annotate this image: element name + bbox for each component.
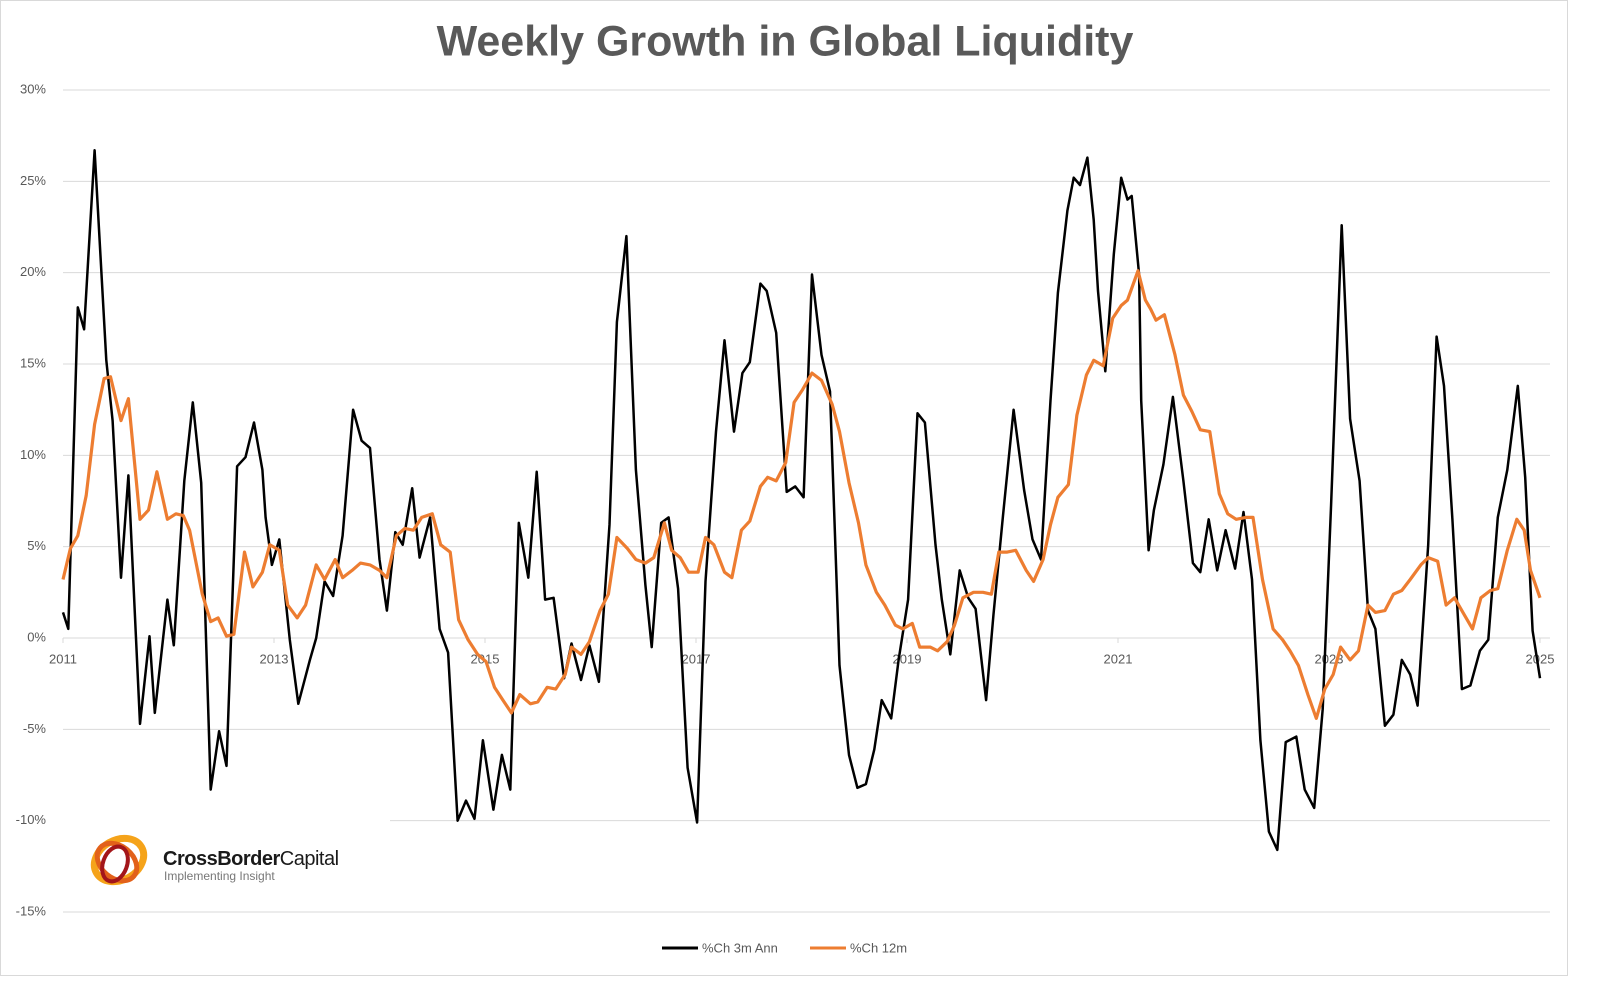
y-tick-label: 15% (20, 355, 46, 370)
x-tick-label: 2025 (1526, 651, 1555, 666)
y-tick-label: 0% (27, 629, 46, 644)
y-tick-label: -15% (16, 903, 47, 918)
x-tick-label: 2013 (260, 651, 289, 666)
legend: %Ch 3m Ann %Ch 12m (662, 940, 907, 955)
y-tick-label: 20% (20, 264, 46, 279)
logo-tagline: Implementing Insight (164, 869, 275, 883)
y-tick-label: -10% (16, 812, 47, 827)
logo: CrossBorderCapital Implementing Insight (60, 808, 390, 898)
y-tick-label: 25% (20, 173, 46, 188)
x-tick-label: 2011 (49, 651, 77, 666)
y-tick-label: 30% (20, 81, 46, 96)
series-line (61, 269, 1542, 720)
y-tick-label: -5% (23, 721, 47, 736)
plot-area (61, 149, 1542, 852)
logo-name: CrossBorderCapital (163, 848, 339, 870)
x-tick-label: 2017 (682, 651, 711, 666)
grid: -15% -10% -5% 0% 5% 10% 15% 20% 25% 30% (16, 81, 1550, 918)
x-tick-label: 2021 (1104, 651, 1133, 666)
y-tick-label: 10% (20, 447, 46, 462)
logo-name-bold: CrossBorder (163, 848, 280, 870)
logo-swirl (100, 844, 130, 884)
series-line (61, 149, 1542, 852)
y-tick-label: 5% (27, 538, 46, 553)
chart-title: Weekly Growth in Global Liquidity (437, 17, 1134, 65)
legend-label: %Ch 12m (850, 940, 907, 955)
logo-name-regular: Capital (280, 848, 339, 870)
legend-label: %Ch 3m Ann (702, 940, 778, 955)
